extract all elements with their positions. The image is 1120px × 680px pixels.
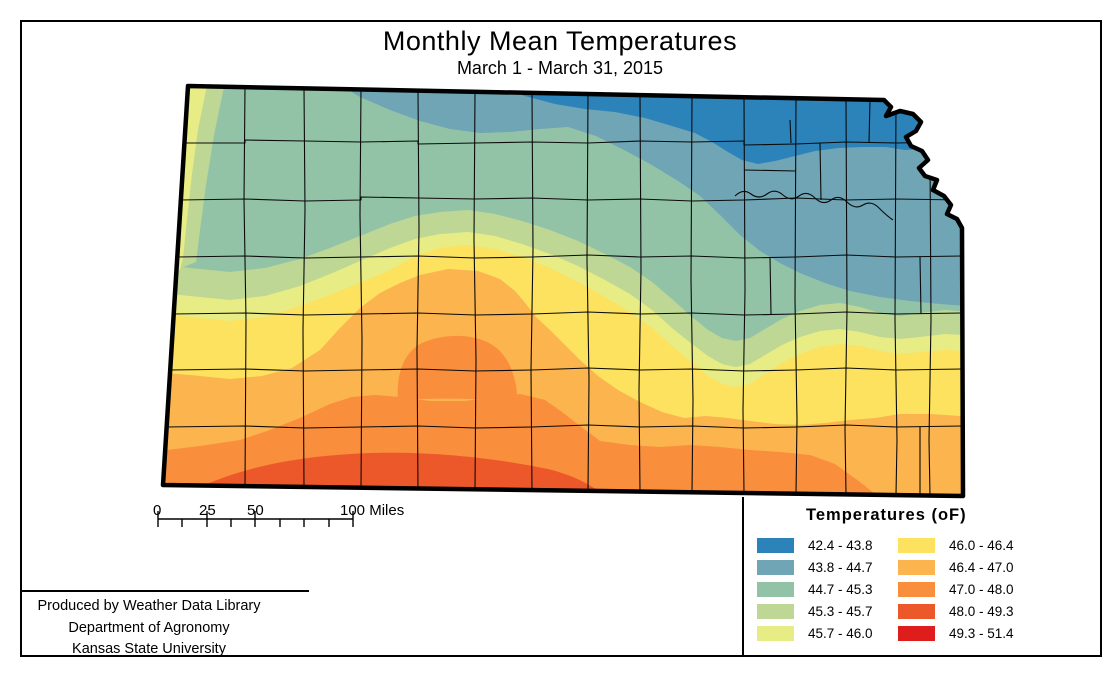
- credits-line-2: Department of Agronomy: [68, 619, 230, 636]
- legend-swatch-icon: [757, 538, 794, 553]
- scale-label-50: 50: [247, 502, 264, 519]
- credits-block: Produced by Weather Data Library Departm…: [20, 596, 278, 661]
- legend-item: 43.8 - 44.7: [757, 560, 873, 575]
- legend-range-label: 48.0 - 49.3: [949, 604, 1014, 619]
- outer-neatline-border: [20, 20, 1102, 657]
- legend-column-2: 46.0 - 46.4 46.4 - 47.0 47.0 - 48.0 48.0…: [898, 538, 1014, 648]
- scale-label-100: 100 Miles: [340, 502, 405, 519]
- legend-item: 45.3 - 45.7: [757, 604, 873, 619]
- legend-swatch-icon: [757, 582, 794, 597]
- legend-divider-line: [742, 497, 744, 655]
- legend-swatch-icon: [757, 560, 794, 575]
- legend-range-label: 44.7 - 45.3: [808, 582, 873, 597]
- legend-range-label: 49.3 - 51.4: [949, 626, 1014, 641]
- legend-range-label: 47.0 - 48.0: [949, 582, 1014, 597]
- page-subtitle: March 1 - March 31, 2015: [456, 58, 664, 78]
- legend-swatch-icon: [898, 582, 935, 597]
- legend-item: 48.0 - 49.3: [898, 604, 1014, 619]
- credits-divider-line: [20, 590, 309, 592]
- scale-bar-graphic: [157, 511, 354, 527]
- legend-item: 45.7 - 46.0: [757, 626, 873, 641]
- county-boundaries: [165, 86, 963, 496]
- legend-item: 47.0 - 48.0: [898, 582, 1014, 597]
- legend-column-1: 42.4 - 43.8 43.8 - 44.7 44.7 - 45.3 45.3…: [757, 538, 873, 648]
- legend-range-label: 42.4 - 43.8: [808, 538, 873, 553]
- legend-range-label: 46.0 - 46.4: [949, 538, 1014, 553]
- legend-swatch-icon: [757, 604, 794, 619]
- legend-range-label: 43.8 - 44.7: [808, 560, 873, 575]
- legend-swatch-icon: [898, 560, 935, 575]
- scale-label-0: 0: [153, 502, 162, 519]
- legend-item: 42.4 - 43.8: [757, 538, 873, 553]
- legend-swatch-icon: [898, 626, 935, 641]
- legend-range-label: 45.7 - 46.0: [808, 626, 873, 641]
- legend-title: Temperatures (oF): [806, 506, 967, 524]
- credits-line-1: Produced by Weather Data Library: [37, 598, 261, 614]
- legend-swatch-icon: [898, 538, 935, 553]
- scale-label-25: 25: [199, 502, 216, 519]
- legend-item: 46.0 - 46.4: [898, 538, 1014, 553]
- legend-item: 49.3 - 51.4: [898, 626, 1014, 641]
- band-nw-light-green-sliver: [181, 86, 224, 268]
- legend-range-label: 45.3 - 45.7: [808, 604, 873, 619]
- credits-line-3: Kansas State University: [72, 641, 226, 657]
- legend-swatch-icon: [757, 626, 794, 641]
- state-outline: [160, 83, 966, 499]
- band-central-orange-dome: [397, 335, 517, 401]
- legend-item: 46.4 - 47.0: [898, 560, 1014, 575]
- legend-swatch-icon: [898, 604, 935, 619]
- legend-item: 44.7 - 45.3: [757, 582, 873, 597]
- legend-range-label: 46.4 - 47.0: [949, 560, 1014, 575]
- page-title: Monthly Mean Temperatures: [382, 26, 738, 56]
